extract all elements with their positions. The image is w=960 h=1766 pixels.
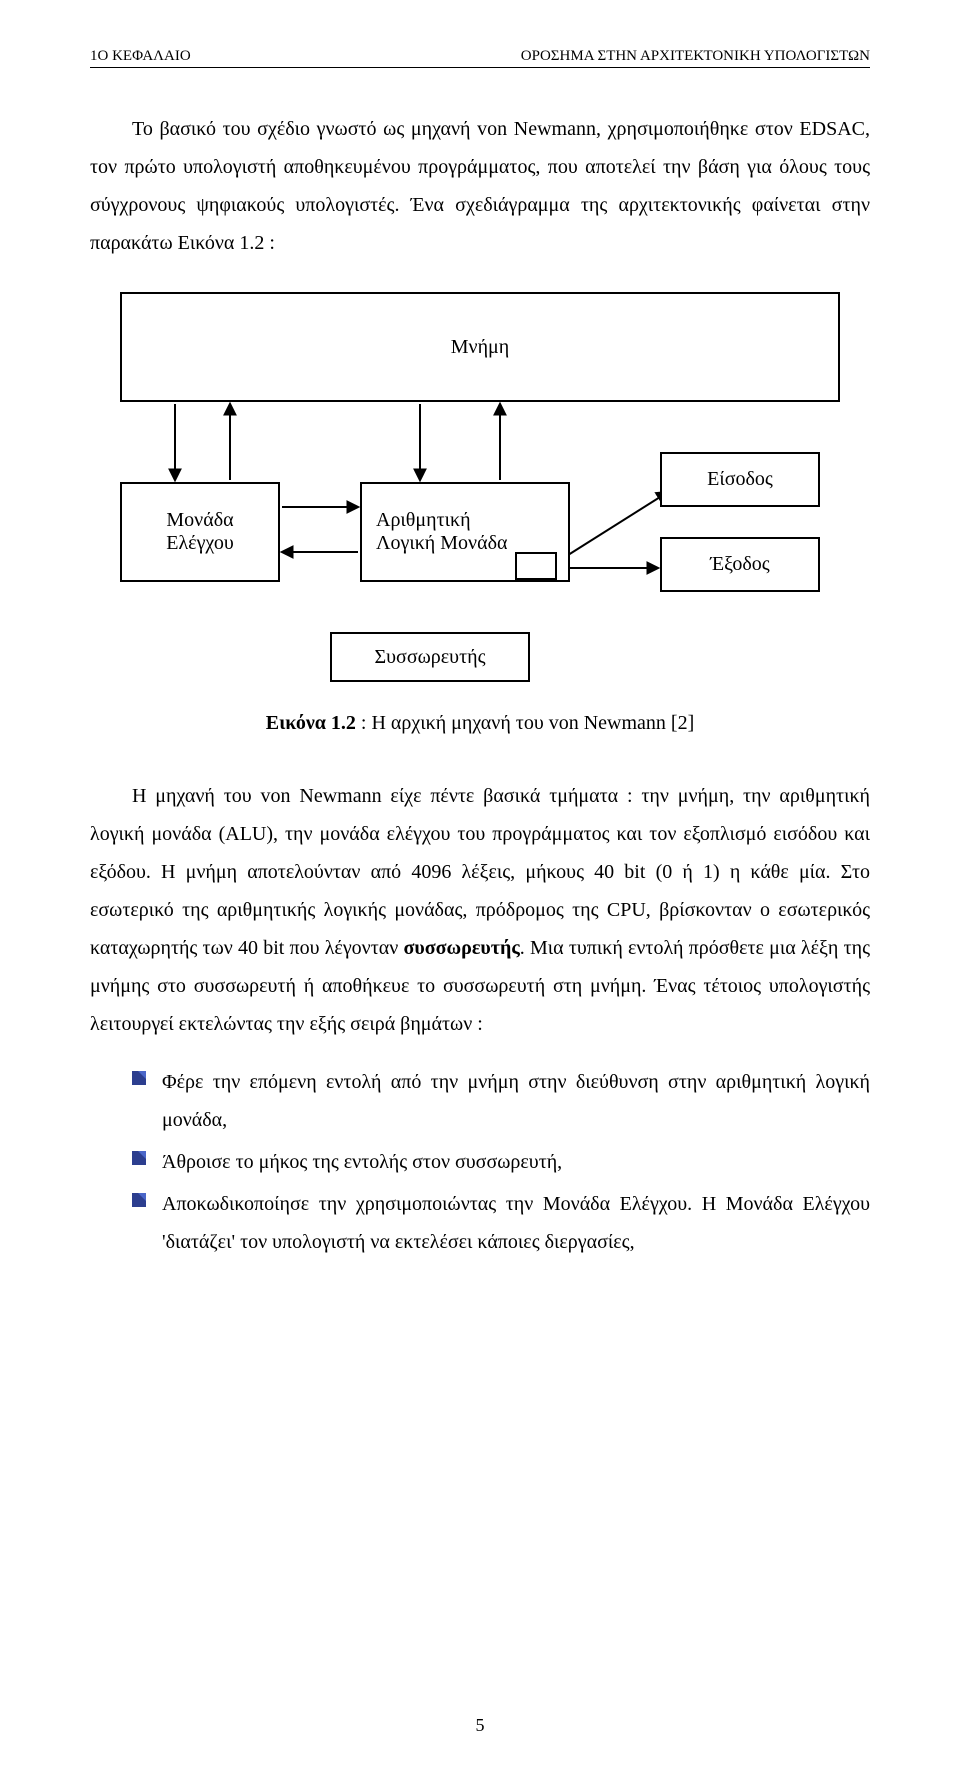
figure-caption-text: : Η αρχική μηχανή του von Newmann [2] <box>356 712 694 734</box>
figure-caption-number: Εικόνα 1.2 <box>266 712 356 734</box>
diagram-control-label-2: Ελέγχου <box>166 532 234 555</box>
description-paragraph: Η μηχανή του von Newmann είχε πέντε βασι… <box>90 777 870 1043</box>
diagram-control-box: Μονάδα Ελέγχου <box>120 482 280 582</box>
para2-bold: συσσωρευτής <box>403 937 519 959</box>
list-item: Άθροισε το μήκος της εντολής στον συσσωρ… <box>90 1143 870 1181</box>
von-neumann-diagram: Μνήμη Μονάδα Ελέγχου Αριθμητική Λογική Μ… <box>120 292 840 692</box>
diagram-alu-label-1: Αριθμητική <box>376 509 471 532</box>
figure-caption: Εικόνα 1.2 : Η αρχική μηχανή του von New… <box>90 712 870 735</box>
list-item-text: Αποκωδικοποίησε την χρησιμοποιώντας την … <box>162 1193 870 1253</box>
header-right: ΟΡΟΣΗΜΑ ΣΤΗΝ ΑΡΧΙΤΕΚΤΟΝΙΚΗ ΥΠΟΛΟΓΙΣΤΩΝ <box>521 48 870 65</box>
diagram-register-box <box>515 552 557 580</box>
diagram-memory-label: Μνήμη <box>451 336 509 359</box>
list-item: Αποκωδικοποίησε την χρησιμοποιώντας την … <box>90 1185 870 1261</box>
page-number: 5 <box>0 1715 960 1736</box>
diagram-output-label: Έξοδος <box>710 553 769 576</box>
header-left: 1Ο ΚΕΦΑΛΑΙΟ <box>90 48 191 65</box>
intro-paragraph: Το βασικό του σχέδιο γνωστό ως μηχανή vo… <box>90 110 870 262</box>
list-item-text: Άθροισε το μήκος της εντολής στον συσσωρ… <box>162 1151 562 1173</box>
diagram-memory-box: Μνήμη <box>120 292 840 402</box>
diagram-output-box: Έξοδος <box>660 537 820 592</box>
diagram-accumulator-label: Συσσωρευτής <box>375 646 486 669</box>
page: 1Ο ΚΕΦΑΛΑΙΟ ΟΡΟΣΗΜΑ ΣΤΗΝ ΑΡΧΙΤΕΚΤΟΝΙΚΗ Υ… <box>0 0 960 1766</box>
diagram-accumulator-box: Συσσωρευτής <box>330 632 530 682</box>
list-item-text: Φέρε την επόμενη εντολή από την μνήμη στ… <box>162 1071 870 1131</box>
diagram-control-label-1: Μονάδα <box>166 509 233 532</box>
bullet-icon <box>132 1193 146 1207</box>
running-head: 1Ο ΚΕΦΑΛΑΙΟ ΟΡΟΣΗΜΑ ΣΤΗΝ ΑΡΧΙΤΕΚΤΟΝΙΚΗ Υ… <box>90 48 870 68</box>
bullet-icon <box>132 1151 146 1165</box>
diagram-input-box: Είσοδος <box>660 452 820 507</box>
list-item: Φέρε την επόμενη εντολή από την μνήμη στ… <box>90 1063 870 1139</box>
diagram-input-label: Είσοδος <box>707 468 773 491</box>
steps-list: Φέρε την επόμενη εντολή από την μνήμη στ… <box>90 1063 870 1261</box>
para2-part-a: Η μηχανή του von Newmann είχε πέντε βασι… <box>90 785 870 959</box>
diagram-alu-label-2: Λογική Μονάδα <box>376 532 507 555</box>
bullet-icon <box>132 1071 146 1085</box>
